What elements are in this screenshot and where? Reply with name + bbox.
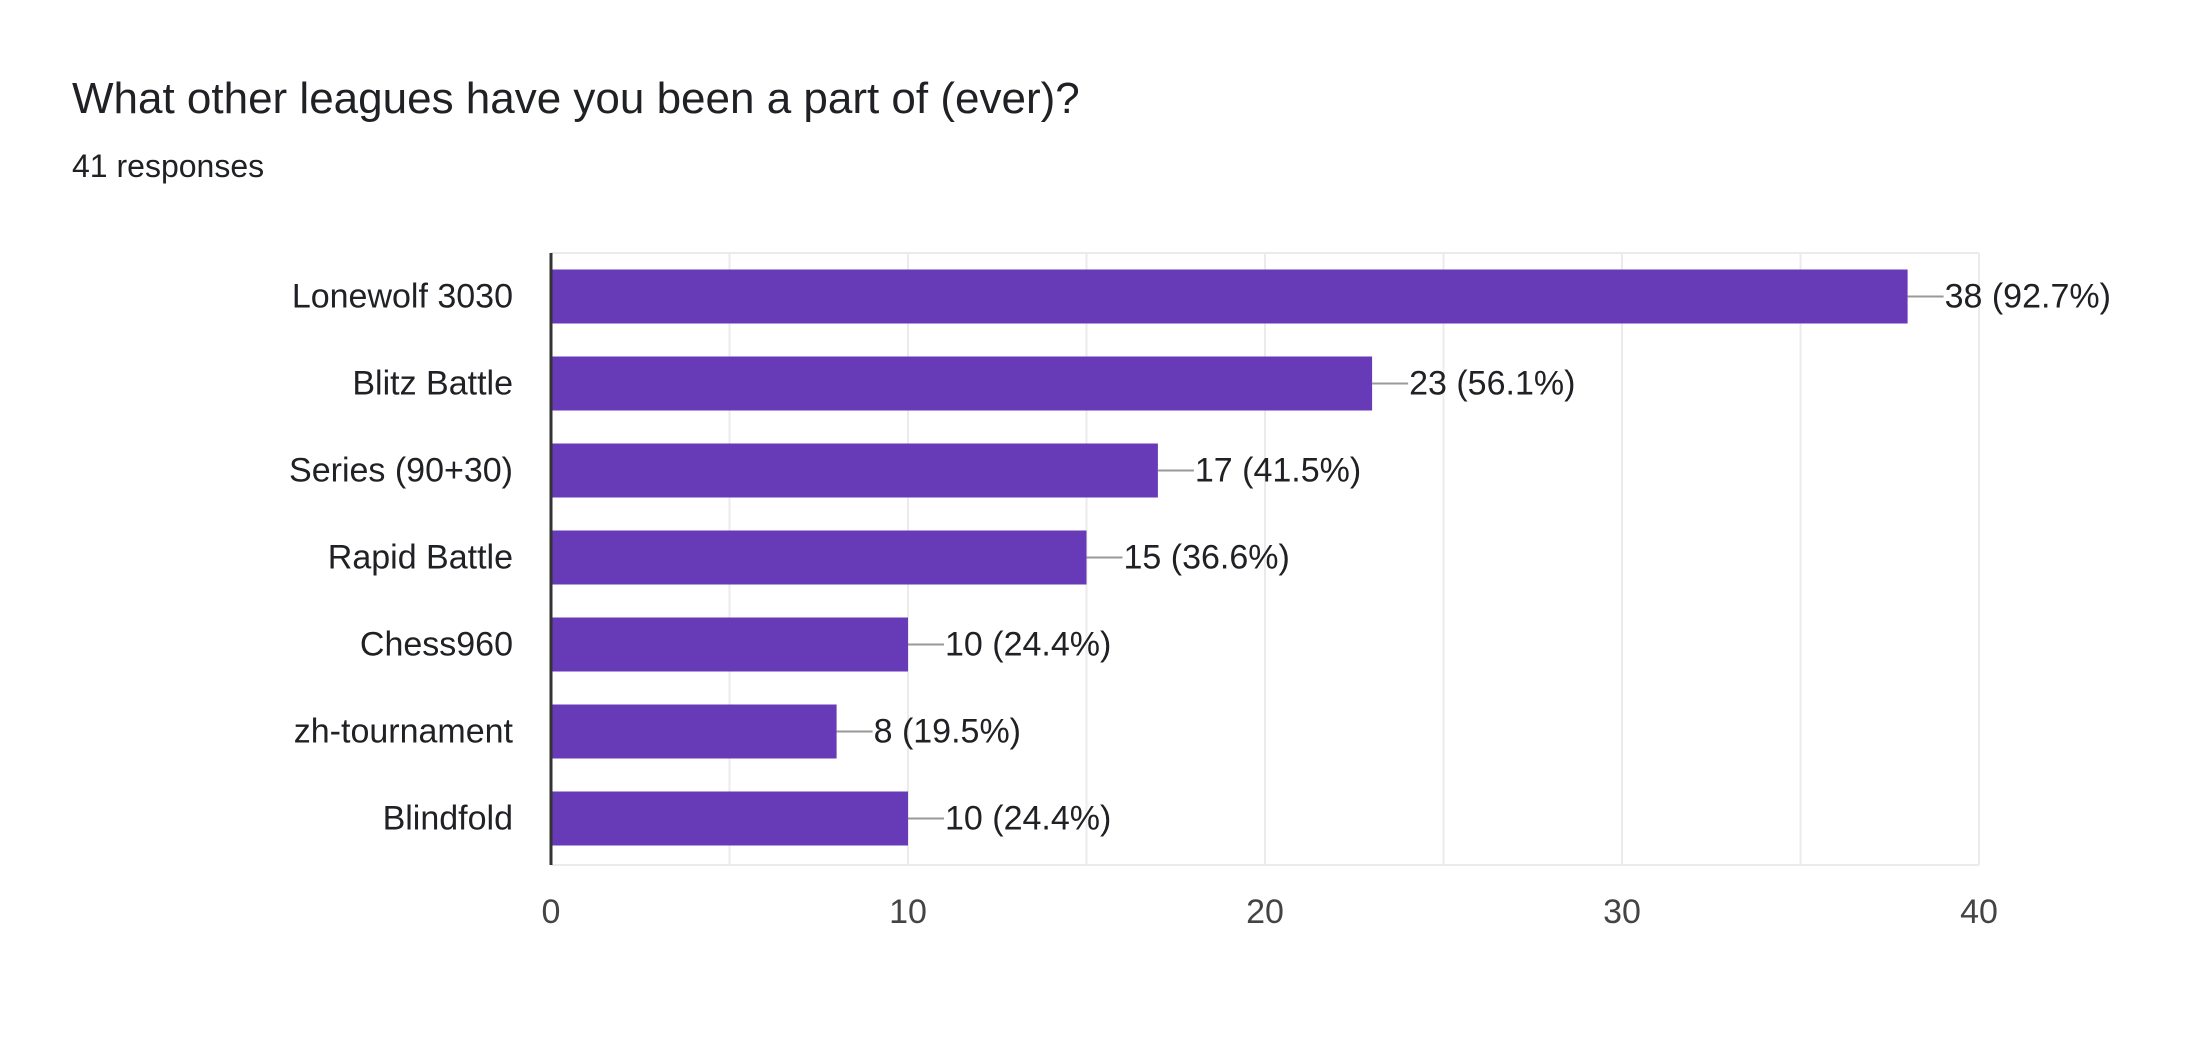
- category-label: Rapid Battle: [328, 539, 513, 577]
- x-tick-label: 20: [1246, 893, 1284, 931]
- category-label: zh-tournament: [294, 713, 514, 751]
- bar: [551, 356, 1373, 411]
- category-label: Series (90+30): [289, 452, 513, 490]
- data-label: 38 (92.7%): [1945, 278, 2111, 316]
- category-label: Blitz Battle: [352, 365, 513, 403]
- x-tick-label: 0: [542, 893, 561, 931]
- category-label: Chess960: [360, 626, 513, 664]
- bar: [551, 530, 1087, 585]
- bar: [551, 269, 1908, 324]
- data-label: 15 (36.6%): [1124, 539, 1290, 577]
- bar: [551, 791, 908, 846]
- bar: [551, 704, 837, 759]
- data-label: 8 (19.5%): [874, 713, 1021, 751]
- response-count: 41 responses: [72, 148, 265, 184]
- data-label: 23 (56.1%): [1409, 365, 1575, 403]
- data-label: 10 (24.4%): [945, 626, 1111, 664]
- data-label: 10 (24.4%): [945, 800, 1111, 838]
- category-label: Lonewolf 3030: [292, 278, 513, 316]
- x-tick-label: 40: [1960, 893, 1998, 931]
- x-tick-label: 30: [1603, 893, 1641, 931]
- bar: [551, 443, 1158, 498]
- question-title: What other leagues have you been a part …: [72, 74, 1080, 123]
- bar: [551, 617, 908, 672]
- x-tick-label: 10: [889, 893, 927, 931]
- category-label: Blindfold: [383, 800, 513, 838]
- data-label: 17 (41.5%): [1195, 452, 1361, 490]
